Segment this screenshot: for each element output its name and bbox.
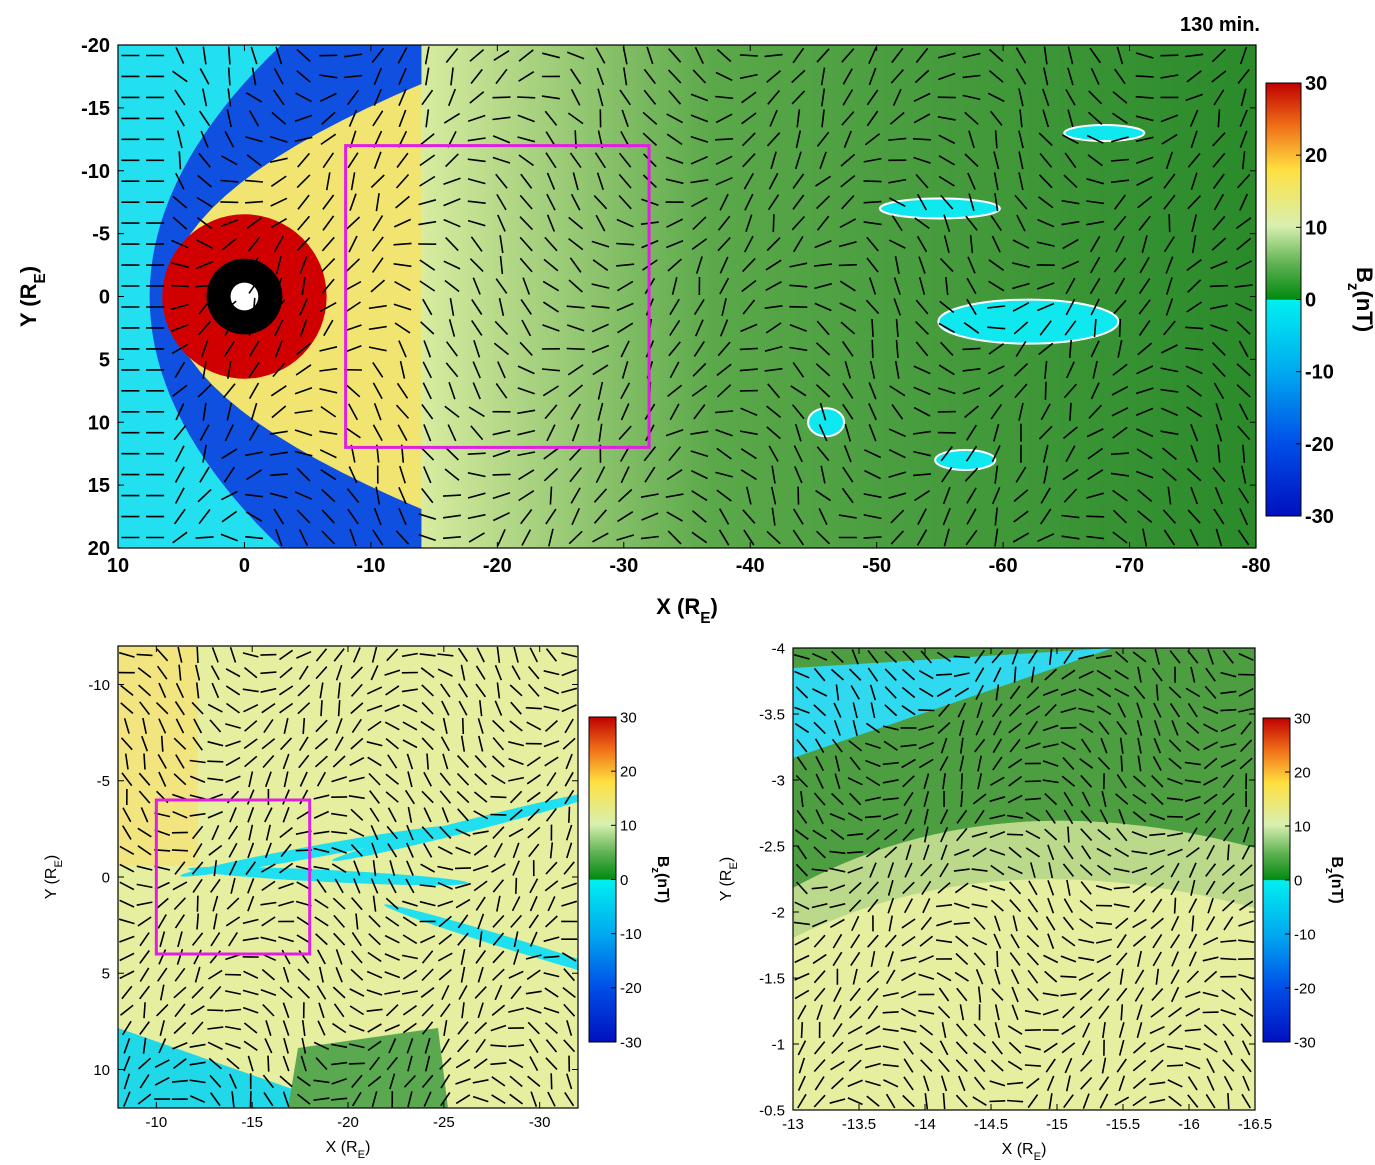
colorbar-tick-label: -10 <box>1305 362 1334 384</box>
y-tick-label: -3 <box>772 772 785 789</box>
colorbar-tick-label: 0 <box>1305 290 1316 312</box>
y-tick-label: -4 <box>772 640 785 657</box>
field-background <box>793 648 1255 1110</box>
y-tick-label: -10 <box>88 677 110 694</box>
x-tick-label: -14.5 <box>974 1116 1008 1133</box>
x-axis-label: X (RE) <box>656 594 718 627</box>
colorbar-tick-label: 30 <box>620 709 637 726</box>
x-tick-label: -16 <box>1178 1116 1200 1133</box>
x-axis-label: X (RE) <box>326 1139 371 1161</box>
x-tick-label: -16.5 <box>1238 1116 1272 1133</box>
colorbar-label: Bz(nT) <box>649 856 671 903</box>
colorbar <box>1266 83 1301 516</box>
y-axis-label: Y (RE) <box>43 855 65 900</box>
y-tick-label: -3.5 <box>759 706 785 723</box>
chart-title: 130 min. <box>1180 14 1260 36</box>
x-tick-label: -20 <box>337 1114 359 1131</box>
cyan-patch <box>1064 125 1144 141</box>
colorbar-tick-label: -30 <box>1294 1034 1316 1051</box>
x-axis-label: X (RE) <box>1002 1141 1047 1163</box>
colorbar-label: Bz(nT) <box>1323 856 1345 903</box>
y-tick-label: 0 <box>99 287 110 309</box>
colorbar-tick-label: 30 <box>1294 710 1311 727</box>
y-tick-label: 5 <box>102 966 110 983</box>
x-tick-label: -13 <box>782 1116 804 1133</box>
y-tick-label: -5 <box>97 773 110 790</box>
colorbar-tick-label: -30 <box>620 1034 642 1051</box>
colorbar-tick-label: 20 <box>620 763 637 780</box>
x-tick-label: -10 <box>145 1114 167 1131</box>
colorbar-tick-label: -20 <box>1294 980 1316 997</box>
colorbar-tick-label: -20 <box>620 980 642 997</box>
colorbar-tick-label: 20 <box>1294 764 1311 781</box>
y-axis-label: Y (RE) <box>16 266 49 327</box>
x-tick-label: -20 <box>483 555 512 577</box>
colorbar-label: Bz(nT) <box>1345 267 1375 332</box>
x-tick-label: -13.5 <box>842 1116 876 1133</box>
y-tick-label: -2.5 <box>759 838 785 855</box>
colorbar-tick-label: 10 <box>620 818 637 835</box>
x-tick-label: -60 <box>989 555 1018 577</box>
cyan-patch <box>938 300 1118 344</box>
colorbar-tick-label: -10 <box>620 926 642 943</box>
tail <box>421 45 1256 548</box>
x-tick-label: -50 <box>862 555 891 577</box>
colorbar-tick-label: -20 <box>1305 434 1334 456</box>
cyan-patch <box>935 450 995 470</box>
colorbar-tick-label: 10 <box>1294 818 1311 835</box>
x-tick-label: -25 <box>433 1114 455 1131</box>
x-tick-label: -70 <box>1115 555 1144 577</box>
y-tick-label: -1.5 <box>759 970 785 987</box>
y-tick-label: -20 <box>81 35 110 57</box>
y-tick-label: 10 <box>88 412 110 434</box>
x-tick-label: 10 <box>107 555 129 577</box>
x-tick-label: -40 <box>736 555 765 577</box>
cyan-patch <box>880 198 1000 218</box>
x-tick-label: -10 <box>356 555 385 577</box>
x-tick-label: -80 <box>1242 555 1271 577</box>
figure: 100-10-20-30-40-50-60-70-80-20-15-10-505… <box>0 0 1375 1165</box>
y-tick-label: 20 <box>88 538 110 560</box>
colorbar-tick-label: -10 <box>1294 926 1316 943</box>
y-tick-label: -2 <box>772 904 785 921</box>
x-tick-label: -15 <box>1046 1116 1068 1133</box>
y-tick-label: 10 <box>93 1062 110 1079</box>
colorbar-tick-label: 30 <box>1305 73 1327 95</box>
y-tick-label: 0 <box>102 869 110 886</box>
x-tick-label: -15 <box>241 1114 263 1131</box>
x-tick-label: -30 <box>529 1114 551 1131</box>
y-tick-label: 15 <box>88 475 110 497</box>
cyan-patch <box>808 408 844 436</box>
colorbar-tick-label: 20 <box>1305 145 1327 167</box>
colorbar-tick-label: 0 <box>1294 872 1302 889</box>
y-tick-label: -1 <box>772 1036 785 1053</box>
y-tick-label: -0.5 <box>759 1102 785 1119</box>
panel: -13 -13.5 -14 -14.5 -15 -15.5 -16 -16.5 -4 -3.5 -3… <box>718 640 1345 1163</box>
x-tick-label: 0 <box>239 555 250 577</box>
y-axis-label: Y (RE) <box>718 857 740 902</box>
x-tick-label: -14 <box>914 1116 936 1133</box>
panel: -10 -15 -20 -25 -30 -10 -5 0 5 10 X (RE) Y (RE) -30 -… <box>43 646 671 1161</box>
colorbar-tick-label: -30 <box>1305 506 1334 528</box>
colorbar-tick-label: 10 <box>1305 217 1327 239</box>
y-tick-label: -15 <box>81 98 110 120</box>
x-tick-label: -15.5 <box>1106 1116 1140 1133</box>
y-tick-label: -5 <box>92 224 110 246</box>
y-tick-label: 5 <box>99 349 110 371</box>
x-tick-label: -30 <box>609 555 638 577</box>
y-tick-label: -10 <box>81 161 110 183</box>
colorbar-tick-label: 0 <box>620 872 628 889</box>
